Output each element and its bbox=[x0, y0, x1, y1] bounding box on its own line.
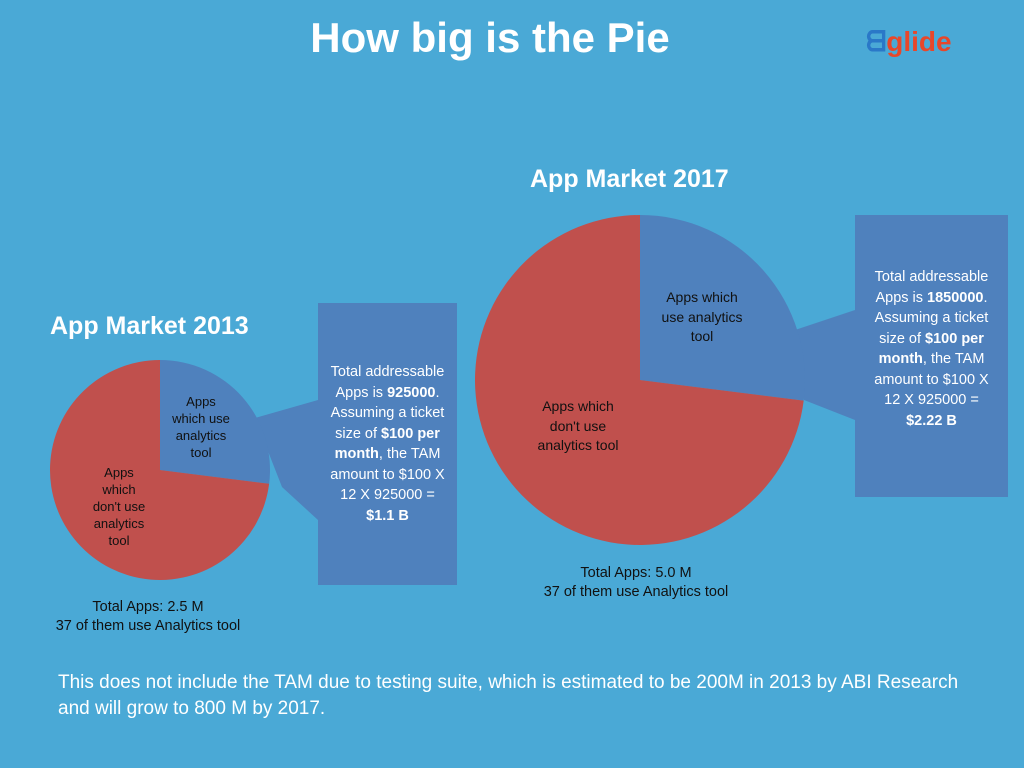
callout-apps: 1850000 bbox=[927, 289, 984, 306]
slice-label-notuse-2017: Apps which don't use analytics tool bbox=[537, 398, 619, 453]
caption-2017: Total Apps: 5.0 M 37 of them use Analyti… bbox=[520, 564, 752, 602]
pie-slice-use bbox=[640, 215, 805, 401]
pie-slice-not-use bbox=[50, 360, 270, 581]
slide-title: How big is the Pie bbox=[310, 14, 670, 61]
caption-2013: Total Apps: 2.5 M 37 of them use Analyti… bbox=[30, 598, 266, 636]
pie-title-2013: App Market 2013 bbox=[50, 312, 249, 340]
analytics-count-2013: 37 of them use Analytics tool bbox=[55, 618, 241, 634]
analytics-count-2017: 37 of them use Analytics tool bbox=[543, 584, 729, 600]
pie-2013 bbox=[50, 360, 270, 581]
slice-label-notuse-2013: Apps which don't use analytics tool bbox=[92, 465, 146, 548]
logo-mark-icon: ᗺ bbox=[866, 26, 887, 57]
slice-label-use-2013: Apps which use analytics tool bbox=[172, 394, 230, 460]
tam-callout-2013: Total addressable Apps is 925000. Assumi… bbox=[318, 303, 457, 585]
callout-connector-2013 bbox=[255, 400, 318, 520]
logo-text: glide bbox=[886, 26, 952, 57]
pie-2017 bbox=[474, 215, 805, 545]
total-apps-2013: Total Apps: 2.5 M bbox=[92, 599, 204, 615]
callout-apps: 925000 bbox=[387, 384, 436, 401]
callout-text: , the TAM amount to $100 X 12 X 925000 = bbox=[330, 446, 445, 503]
callout-tam: $1.1 B bbox=[366, 507, 409, 524]
callout-price: $100 per month bbox=[334, 425, 440, 463]
pie-slice-use bbox=[160, 360, 270, 484]
callout-text: . Assuming a ticket size of bbox=[330, 384, 445, 442]
callout-tam: $2.22 B bbox=[906, 412, 957, 429]
callout-connector-2017 bbox=[795, 310, 855, 420]
callout-text: , the TAM amount to $100 X 12 X 925000 = bbox=[874, 351, 989, 408]
glide-logo: ᗺglide bbox=[866, 26, 952, 59]
footnote: This does not include the TAM due to tes… bbox=[58, 672, 959, 719]
callout-text: . Assuming a ticket size of bbox=[874, 289, 989, 347]
callout-text: Total addressable Apps is bbox=[874, 269, 989, 306]
pie-title-2017: App Market 2017 bbox=[530, 165, 729, 193]
callout-price: $100 per month bbox=[878, 330, 984, 368]
tam-callout-2017: Total addressable Apps is 1850000. Assum… bbox=[855, 215, 1008, 497]
total-apps-2017: Total Apps: 5.0 M bbox=[580, 565, 692, 581]
slice-label-use-2017: Apps which use analytics tool bbox=[661, 289, 743, 344]
callout-text: Total addressable Apps is bbox=[330, 364, 445, 401]
pie-slice-not-use bbox=[474, 215, 804, 545]
